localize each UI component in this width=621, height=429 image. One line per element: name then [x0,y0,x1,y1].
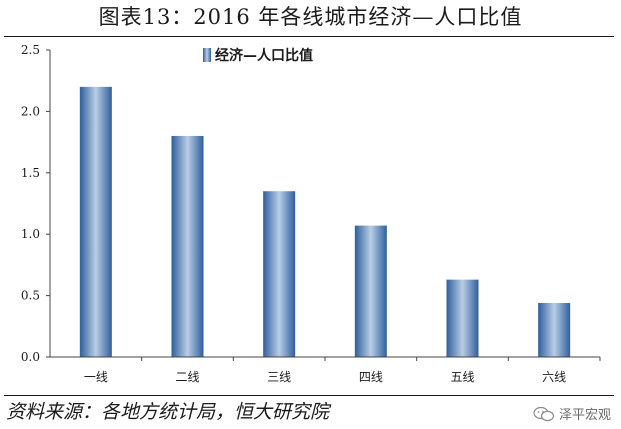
y-tick-label: 0.0 [21,350,40,364]
top-rule [4,36,614,37]
legend: 经济—人口比值 [203,47,313,64]
y-tick-label: 2.0 [21,104,40,118]
watermark: 泽平宏观 [533,404,611,423]
watermark-text: 泽平宏观 [558,408,611,423]
y-tick-label: 1.5 [21,166,40,180]
bar-6 [538,302,571,357]
bar-chart: 0.0 0.5 1.0 1.5 2.0 2.5 一线 二线 三线 四线 五线 六线 经济—人口比值 [21,43,601,384]
x-tick-label: 五线 [450,370,474,384]
bar-3 [263,191,296,357]
x-tick-label: 二线 [175,370,199,384]
figure-title: 图表13：2016 年各线城市经济—人口比值 [98,5,523,29]
y-tick-label: 0.5 [21,289,40,303]
x-tick-label: 六线 [542,370,566,384]
chart-area: 0.0 0.5 1.0 1.5 2.0 2.5 一线 二线 三线 四线 五线 六线 经济—人口比值 [0,38,621,394]
bottom-rule [4,395,614,396]
x-tick-label: 三线 [267,370,291,384]
bar-4 [354,225,387,357]
wechat-icon [533,406,555,421]
source-note: 资料来源：各地方统计局，恒大研究院 [6,401,330,423]
x-tick-label: 四线 [359,370,383,384]
legend-swatch [203,48,211,62]
legend-label: 经济—人口比值 [215,47,313,64]
bar-1 [79,86,112,357]
y-tick-label: 2.5 [21,43,40,57]
y-tick-label: 1.0 [21,227,40,241]
bar-2 [171,135,204,357]
bar-5 [446,279,479,357]
x-tick-label: 一线 [84,370,108,384]
